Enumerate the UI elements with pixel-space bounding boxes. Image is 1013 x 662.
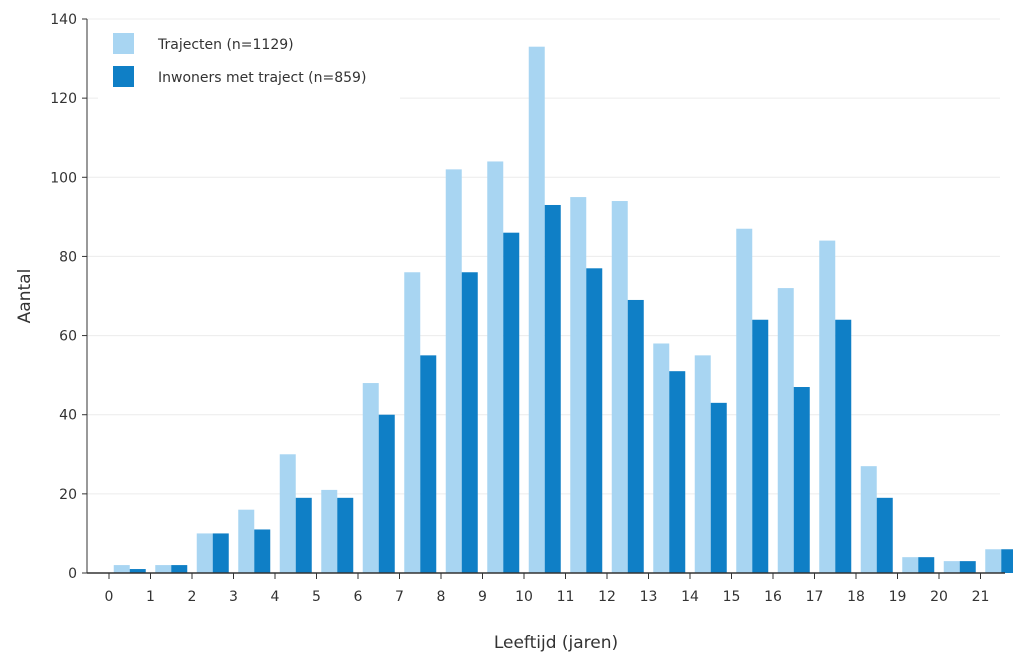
bar-inwoners-15 bbox=[752, 319, 769, 573]
x-tick-label: 19 bbox=[889, 589, 907, 605]
legend-swatch bbox=[113, 66, 134, 87]
x-tick-label: 5 bbox=[312, 589, 321, 605]
bar-inwoners-10 bbox=[544, 204, 561, 573]
bar-trajecten-9 bbox=[487, 161, 504, 573]
legend-label: Inwoners met traject (n=859) bbox=[158, 70, 366, 86]
x-tick-label: 15 bbox=[723, 589, 741, 605]
bar-inwoners-3 bbox=[254, 529, 271, 573]
x-tick-label: 4 bbox=[271, 589, 280, 605]
bar-inwoners-11 bbox=[586, 268, 603, 573]
bar-inwoners-5 bbox=[337, 497, 354, 573]
x-tick-label: 6 bbox=[354, 589, 363, 605]
bar-trajecten-7 bbox=[404, 272, 421, 573]
x-tick-label: 8 bbox=[437, 589, 446, 605]
x-tick-label: 16 bbox=[764, 589, 782, 605]
y-tick-label: 40 bbox=[59, 408, 77, 424]
x-tick-label: 17 bbox=[806, 589, 824, 605]
bar-inwoners-6 bbox=[378, 414, 395, 573]
bar-inwoners-18 bbox=[876, 497, 893, 573]
bar-trajecten-13 bbox=[653, 343, 670, 573]
bar-inwoners-0 bbox=[129, 569, 146, 573]
bar-trajecten-5 bbox=[321, 489, 338, 573]
y-axis-title: Aantal bbox=[15, 269, 35, 324]
x-tick-label: 21 bbox=[972, 589, 990, 605]
y-tick-label: 20 bbox=[59, 487, 77, 503]
bar-trajecten-21 bbox=[985, 549, 1002, 573]
bar-inwoners-2 bbox=[212, 533, 229, 573]
x-tick-label: 10 bbox=[515, 589, 533, 605]
x-tick-label: 20 bbox=[930, 589, 948, 605]
x-tick-label: 18 bbox=[847, 589, 865, 605]
bar-inwoners-9 bbox=[503, 232, 520, 573]
bar-trajecten-15 bbox=[736, 228, 753, 573]
x-tick-label: 14 bbox=[681, 589, 699, 605]
x-tick-label: 2 bbox=[188, 589, 197, 605]
legend-background bbox=[98, 22, 400, 100]
bar-trajecten-4 bbox=[279, 454, 296, 573]
bar-trajecten-6 bbox=[362, 383, 379, 573]
bar-trajecten-19 bbox=[902, 557, 919, 573]
x-tick-label: 0 bbox=[105, 589, 114, 605]
bar-inwoners-1 bbox=[171, 565, 188, 573]
bar-trajecten-20 bbox=[943, 561, 960, 573]
y-tick-label: 60 bbox=[59, 329, 77, 345]
bar-trajecten-18 bbox=[860, 466, 877, 573]
bar-trajecten-11 bbox=[570, 197, 587, 574]
bar-inwoners-19 bbox=[918, 557, 935, 573]
bar-trajecten-3 bbox=[238, 509, 255, 573]
x-tick-label: 9 bbox=[478, 589, 487, 605]
bar-trajecten-12 bbox=[611, 201, 628, 573]
bar-trajecten-17 bbox=[819, 240, 836, 573]
bar-trajecten-0 bbox=[113, 565, 130, 573]
bar-inwoners-21 bbox=[1001, 549, 1013, 573]
bar-trajecten-14 bbox=[694, 355, 711, 573]
bar-trajecten-16 bbox=[777, 288, 794, 573]
y-tick-label: 0 bbox=[68, 566, 77, 582]
y-tick-label: 100 bbox=[50, 170, 77, 186]
bar-inwoners-7 bbox=[420, 355, 437, 573]
bars bbox=[113, 46, 1013, 574]
y-tick-label: 140 bbox=[50, 12, 77, 28]
legend-label: Trajecten (n=1129) bbox=[157, 37, 294, 53]
bar-inwoners-17 bbox=[835, 319, 852, 573]
bar-trajecten-2 bbox=[196, 533, 213, 573]
x-tick-label: 13 bbox=[640, 589, 658, 605]
x-tick-label: 11 bbox=[557, 589, 575, 605]
bar-inwoners-14 bbox=[710, 402, 727, 573]
y-tick-label: 80 bbox=[59, 249, 77, 265]
bar-inwoners-12 bbox=[627, 299, 644, 573]
bar-inwoners-16 bbox=[793, 387, 810, 573]
bar-trajecten-1 bbox=[155, 565, 172, 573]
bar-inwoners-8 bbox=[461, 272, 478, 573]
bar-trajecten-8 bbox=[445, 169, 462, 573]
legend-swatch bbox=[113, 33, 134, 54]
y-tick-label: 120 bbox=[50, 91, 77, 107]
x-tick-label: 7 bbox=[395, 589, 404, 605]
legend: Trajecten (n=1129) Inwoners met traject (… bbox=[98, 22, 400, 100]
bar-inwoners-13 bbox=[669, 371, 686, 573]
bar-inwoners-4 bbox=[295, 497, 312, 573]
x-axis-title: Leeftijd (jaren) bbox=[494, 633, 618, 653]
bar-trajecten-10 bbox=[528, 46, 545, 573]
x-tick-label: 12 bbox=[598, 589, 616, 605]
bar-inwoners-20 bbox=[959, 561, 976, 573]
x-tick-label: 3 bbox=[229, 589, 238, 605]
x-tick-label: 1 bbox=[146, 589, 155, 605]
